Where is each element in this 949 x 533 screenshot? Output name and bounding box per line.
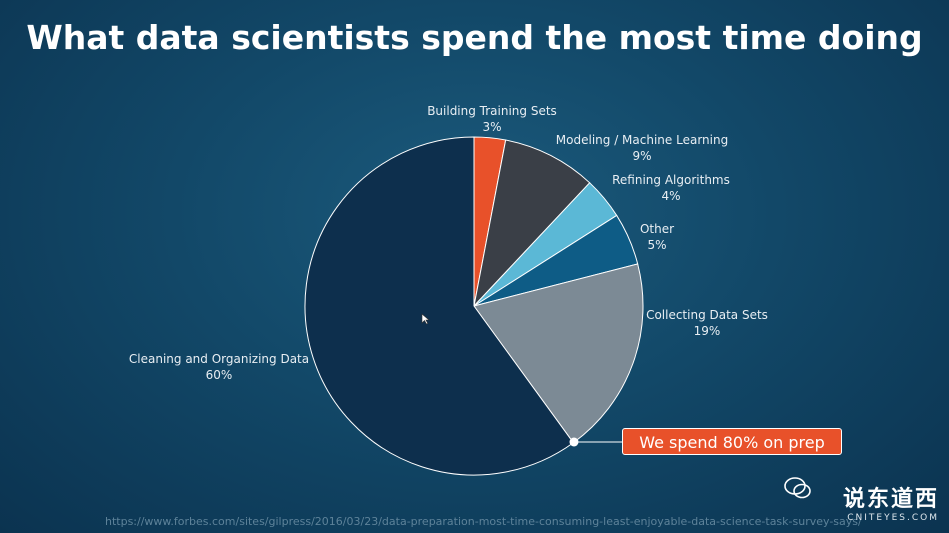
callout-badge: We spend 80% on prep bbox=[622, 428, 842, 455]
callout-dot bbox=[569, 437, 579, 447]
slice-label: Refining Algorithms bbox=[612, 173, 730, 187]
slice-label: Building Training Sets bbox=[427, 104, 557, 118]
slice-percent-label: 5% bbox=[647, 238, 666, 252]
slice-percent-label: 4% bbox=[661, 189, 680, 203]
slice-label: Modeling / Machine Learning bbox=[556, 133, 728, 147]
slice-percent-label: 3% bbox=[482, 120, 501, 134]
chart-title: What data scientists spend the most time… bbox=[26, 18, 923, 57]
slice-label: Other bbox=[640, 222, 674, 236]
watermark-subtext: CNITEYES.COM bbox=[847, 513, 939, 523]
wechat-icon bbox=[784, 477, 811, 499]
slice-label: Collecting Data Sets bbox=[646, 308, 768, 322]
watermark: 说东道西 CNITEYES.COM bbox=[843, 481, 939, 523]
pie-slice-5 bbox=[304, 136, 575, 476]
pie-slice-4 bbox=[473, 263, 644, 444]
watermark-text: 说东道西 bbox=[842, 487, 939, 512]
slice-label: Cleaning and Organizing Data bbox=[129, 352, 309, 366]
source-link[interactable]: https://www.forbes.com/sites/gilpress/20… bbox=[105, 515, 862, 528]
pie-slice-1 bbox=[473, 139, 591, 308]
slice-percent-label: 60% bbox=[206, 368, 233, 382]
mouse-cursor-icon bbox=[421, 313, 430, 325]
slice-percent-label: 9% bbox=[632, 149, 651, 163]
slice-percent-label: 19% bbox=[694, 324, 721, 338]
